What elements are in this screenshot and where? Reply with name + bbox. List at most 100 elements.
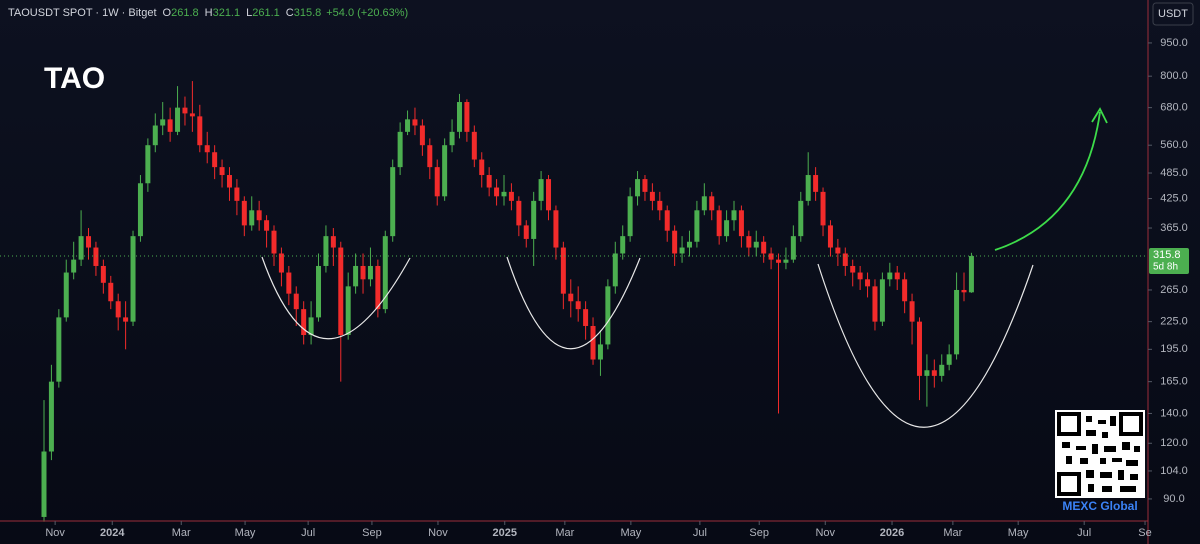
candle-body <box>390 167 396 237</box>
candle-body <box>427 145 433 168</box>
candle-body <box>48 381 54 452</box>
plot-area <box>41 81 974 522</box>
candle-body <box>538 179 544 201</box>
ohlc-label: H <box>205 7 213 19</box>
candle-body <box>86 236 92 248</box>
candle-body <box>278 253 284 273</box>
watermark: MEXC Global <box>1062 499 1137 513</box>
candle-body <box>954 289 960 355</box>
countdown-label: 5d 8h <box>1153 262 1178 273</box>
header: TAOUSDT SPOT · 1W · Bitget O261.8 H321.1 L2… <box>8 7 408 19</box>
ohlc-value: 261.8 <box>171 7 199 19</box>
candle-body <box>716 210 722 237</box>
candle-body <box>41 451 47 517</box>
y-tick-label: 195.0 <box>1160 343 1188 355</box>
candle-body <box>649 191 655 201</box>
qr-finder <box>1057 412 1081 436</box>
candle-body <box>308 317 314 335</box>
cup-annotation <box>261 256 411 340</box>
candle-body <box>219 167 225 176</box>
y-tick-label: 265.0 <box>1160 284 1188 296</box>
last-price-label: 315.8 <box>1153 249 1181 261</box>
candle-body <box>664 210 670 231</box>
candle-body <box>939 364 945 376</box>
candle-body <box>405 119 411 132</box>
candle-body <box>753 241 759 248</box>
x-tick-label: Mar <box>555 527 574 539</box>
candle-body <box>449 131 455 146</box>
candle-body <box>701 196 707 211</box>
y-tick-label: 485.0 <box>1160 167 1188 179</box>
candle-body <box>553 210 559 248</box>
candle-body <box>850 265 856 273</box>
candle-body <box>605 286 611 345</box>
candle-body <box>865 279 871 287</box>
candle-body <box>189 113 195 117</box>
y-tick-label: 680.0 <box>1160 102 1188 114</box>
ohlc-label: O <box>163 7 172 19</box>
candle-body <box>137 183 143 237</box>
candle-body <box>316 265 322 318</box>
candle-body <box>642 179 648 192</box>
y-tick-label: 104.0 <box>1160 465 1188 477</box>
x-tick-label: 2026 <box>880 527 904 539</box>
last-price-box <box>1149 248 1189 275</box>
x-tick-label: May <box>235 527 256 539</box>
candle-body <box>635 179 641 197</box>
x-tick-label: Sep <box>362 527 382 539</box>
candle-body <box>946 354 952 365</box>
x-tick-label: Se <box>1138 527 1151 539</box>
qr-background <box>1055 410 1145 498</box>
candle-body <box>293 293 299 310</box>
candle-body <box>382 236 388 310</box>
candle-body <box>167 119 173 132</box>
ohlc-value: 315.8 <box>294 7 322 19</box>
candle-body <box>546 179 552 211</box>
y-tick-label: 800.0 <box>1160 70 1188 82</box>
candle-body <box>746 236 752 248</box>
candle-body <box>360 265 366 280</box>
candle-body <box>397 131 403 168</box>
candle-body <box>100 265 106 283</box>
currency-label[interactable]: USDT <box>1158 8 1188 20</box>
candle-body <box>375 265 381 310</box>
candle-body <box>271 230 277 254</box>
currency-button[interactable] <box>1152 2 1194 26</box>
candle-body <box>523 225 529 239</box>
y-tick-label: 120.0 <box>1160 437 1188 449</box>
candle-body <box>827 225 833 248</box>
candle-body <box>412 119 418 126</box>
arrow-head <box>1091 107 1108 124</box>
candle-body <box>568 293 574 302</box>
candle-body <box>813 175 819 192</box>
cup-annotation <box>506 256 641 350</box>
y-tick-label: 225.0 <box>1160 316 1188 328</box>
x-tick-label: Nov <box>815 527 835 539</box>
candle-body <box>108 282 114 302</box>
ohlc-value: 321.1 <box>213 7 241 19</box>
candle-body <box>738 210 744 237</box>
candle-body <box>575 301 581 310</box>
candle-body <box>672 230 678 254</box>
y-tick-label: 165.0 <box>1160 376 1188 388</box>
candle-body <box>961 289 967 293</box>
x-tick-label: Jul <box>301 527 315 539</box>
candle-body <box>686 241 692 248</box>
candle-body <box>835 247 841 254</box>
x-tick-label: May <box>620 527 641 539</box>
candle-body <box>694 210 700 242</box>
candle-body <box>790 236 796 260</box>
candle-body <box>249 210 255 226</box>
y-tick-label: 560.0 <box>1160 139 1188 151</box>
candle-body <box>531 200 537 239</box>
candle-body <box>924 370 930 376</box>
ohlc-value: 261.1 <box>252 7 280 19</box>
x-tick-label: Nov <box>428 527 448 539</box>
y-tick-label: 365.0 <box>1160 222 1188 234</box>
x-tick-label: May <box>1008 527 1029 539</box>
candle-body <box>902 279 908 302</box>
qr-code <box>1055 410 1145 498</box>
candle-body <box>894 272 900 280</box>
